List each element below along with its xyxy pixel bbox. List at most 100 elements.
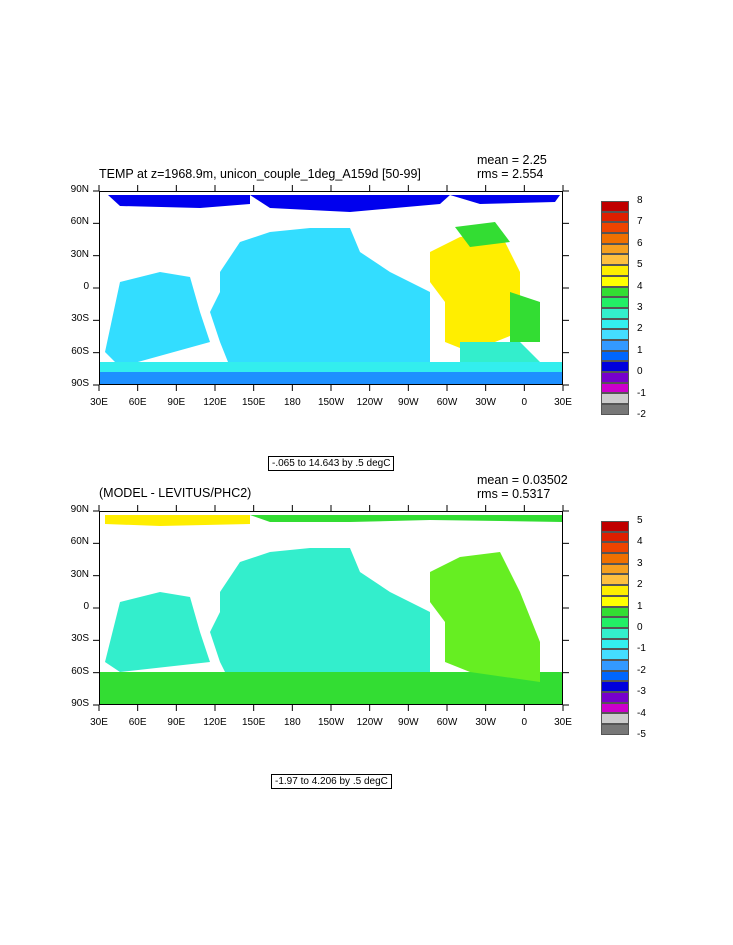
region-north-atlantic — [430, 552, 540, 682]
region-north-atlantic — [430, 232, 520, 352]
lon-tick-label: 30E — [90, 397, 108, 408]
colorbar-swatch — [601, 574, 629, 586]
region-southern-ocean — [100, 372, 562, 384]
colorbar — [601, 201, 629, 415]
lat-tick-label: 60N — [70, 536, 89, 548]
colorbar-swatch — [601, 211, 629, 223]
lat-tick-label: 0 — [83, 281, 89, 292]
lon-tick-label: 120W — [356, 397, 383, 408]
lon-tick-label: 120W — [356, 717, 383, 728]
stat-rms: rms = 2.554 — [477, 167, 544, 181]
colorbar-swatch — [601, 585, 629, 596]
region-north-pacific — [210, 228, 430, 367]
region-arctic — [250, 195, 450, 212]
colorbar-swatch — [601, 702, 629, 714]
lon-tick-label: 120E — [203, 717, 227, 728]
lat-tick-label: 30N — [70, 568, 89, 580]
colorbar-swatch — [601, 563, 629, 575]
colorbar-label: -1 — [637, 387, 646, 399]
colorbar-label: 8 — [637, 195, 643, 206]
region-arctic — [108, 195, 250, 208]
colorbar-label: 4 — [637, 280, 643, 292]
chart-title: (MODEL - LEVITUS/PHC2) — [99, 486, 252, 500]
region-north-atlantic — [460, 342, 540, 362]
stat-mean: mean = 0.03502 — [477, 473, 568, 487]
colorbar-swatch — [601, 553, 629, 564]
colorbar-swatch — [601, 542, 629, 554]
stats-block: mean = 2.25 rms = 2.554 — [477, 153, 547, 181]
colorbar-label: -3 — [637, 686, 646, 698]
lon-tick-label: 30W — [475, 717, 496, 728]
colorbar-swatch — [601, 531, 629, 543]
colorbar-swatch — [601, 201, 629, 212]
colorbar-label: -1 — [637, 643, 646, 655]
colorbar-label: 0 — [637, 366, 643, 378]
colorbar-label: 7 — [637, 216, 643, 228]
colorbar-swatch — [601, 670, 629, 682]
colorbar-label: 2 — [637, 323, 643, 335]
lat-tick-label: 30S — [71, 633, 89, 645]
lat-tick-label: 90S — [71, 698, 89, 709]
lon-tick-label: 30W — [475, 397, 496, 408]
ocean-field — [100, 515, 562, 704]
chart-title: TEMP at z=1968.9m, unicon_couple_1deg_A1… — [99, 167, 421, 181]
range-label: -.065 to 14.643 by .5 degC — [268, 456, 395, 471]
lat-tick-label: 90N — [70, 504, 89, 515]
axes-frame — [93, 505, 569, 711]
colorbar-swatch — [601, 713, 629, 725]
colorbar-swatch — [601, 649, 629, 660]
lat-tick-label: 90N — [70, 184, 89, 195]
colorbar-swatch — [601, 222, 629, 234]
lon-tick-label: 60E — [128, 717, 147, 728]
stat-mean: mean = 2.25 — [477, 153, 547, 167]
colorbar-swatch — [601, 382, 629, 394]
colorbar-label: 1 — [637, 344, 643, 356]
range-label: -1.97 to 4.206 by .5 degC — [271, 774, 392, 789]
colorbar-swatch — [601, 339, 629, 351]
chart-panel-difference: (MODEL - LEVITUS/PHC2) mean = 0.03502 rm… — [0, 470, 733, 790]
colorbar-swatch — [601, 638, 629, 650]
lon-tick-label: 60E — [128, 397, 147, 408]
lon-tick-label: 60W — [436, 397, 458, 408]
lat-tick-label: 60S — [71, 665, 89, 677]
region-north-atlantic — [455, 222, 510, 247]
colorbar-swatch — [601, 681, 629, 692]
colorbar-swatch — [601, 307, 629, 319]
region-north-pacific — [210, 548, 430, 682]
colorbar-swatch — [601, 318, 629, 330]
colorbar-swatch — [601, 724, 629, 735]
colorbar-swatch — [601, 286, 629, 298]
colorbar-swatch — [601, 361, 629, 372]
lat-tick-label: 30N — [70, 248, 89, 260]
colorbar-swatch — [601, 404, 629, 415]
lon-tick-label: 90W — [398, 717, 419, 728]
colorbar-label: 2 — [637, 579, 643, 591]
region-north-atlantic — [510, 292, 540, 342]
colorbar-swatch — [601, 350, 629, 362]
colorbar-swatch — [601, 606, 629, 618]
lon-tick-label: 180 — [283, 397, 301, 408]
colorbar-swatch — [601, 521, 629, 532]
colorbar-label: 0 — [637, 622, 643, 633]
colorbar-label: 5 — [637, 259, 643, 271]
lon-tick-label: 90E — [167, 717, 186, 728]
axes-frame — [93, 185, 569, 391]
colorbar-swatch — [601, 297, 629, 308]
lon-tick-label: 120E — [203, 397, 227, 408]
stat-rms: rms = 0.5317 — [477, 487, 551, 501]
colorbar-label: 3 — [637, 557, 643, 569]
lon-tick-label: 90E — [167, 397, 186, 408]
colorbar-label: 6 — [637, 237, 643, 249]
colorbar-swatch — [601, 617, 629, 628]
colorbar-label: 5 — [637, 515, 643, 526]
lon-tick-label: 30E — [554, 717, 572, 728]
lat-tick-label: 90S — [71, 378, 89, 389]
colorbar-swatch — [601, 627, 629, 639]
colorbar-label: 1 — [637, 600, 643, 612]
lon-tick-label: 150E — [241, 717, 266, 728]
colorbar-swatch — [601, 233, 629, 244]
region-arctic — [250, 515, 562, 522]
ocean-field — [100, 195, 562, 384]
colorbar-label: -2 — [637, 664, 646, 676]
lon-tick-label: 30E — [90, 717, 108, 728]
